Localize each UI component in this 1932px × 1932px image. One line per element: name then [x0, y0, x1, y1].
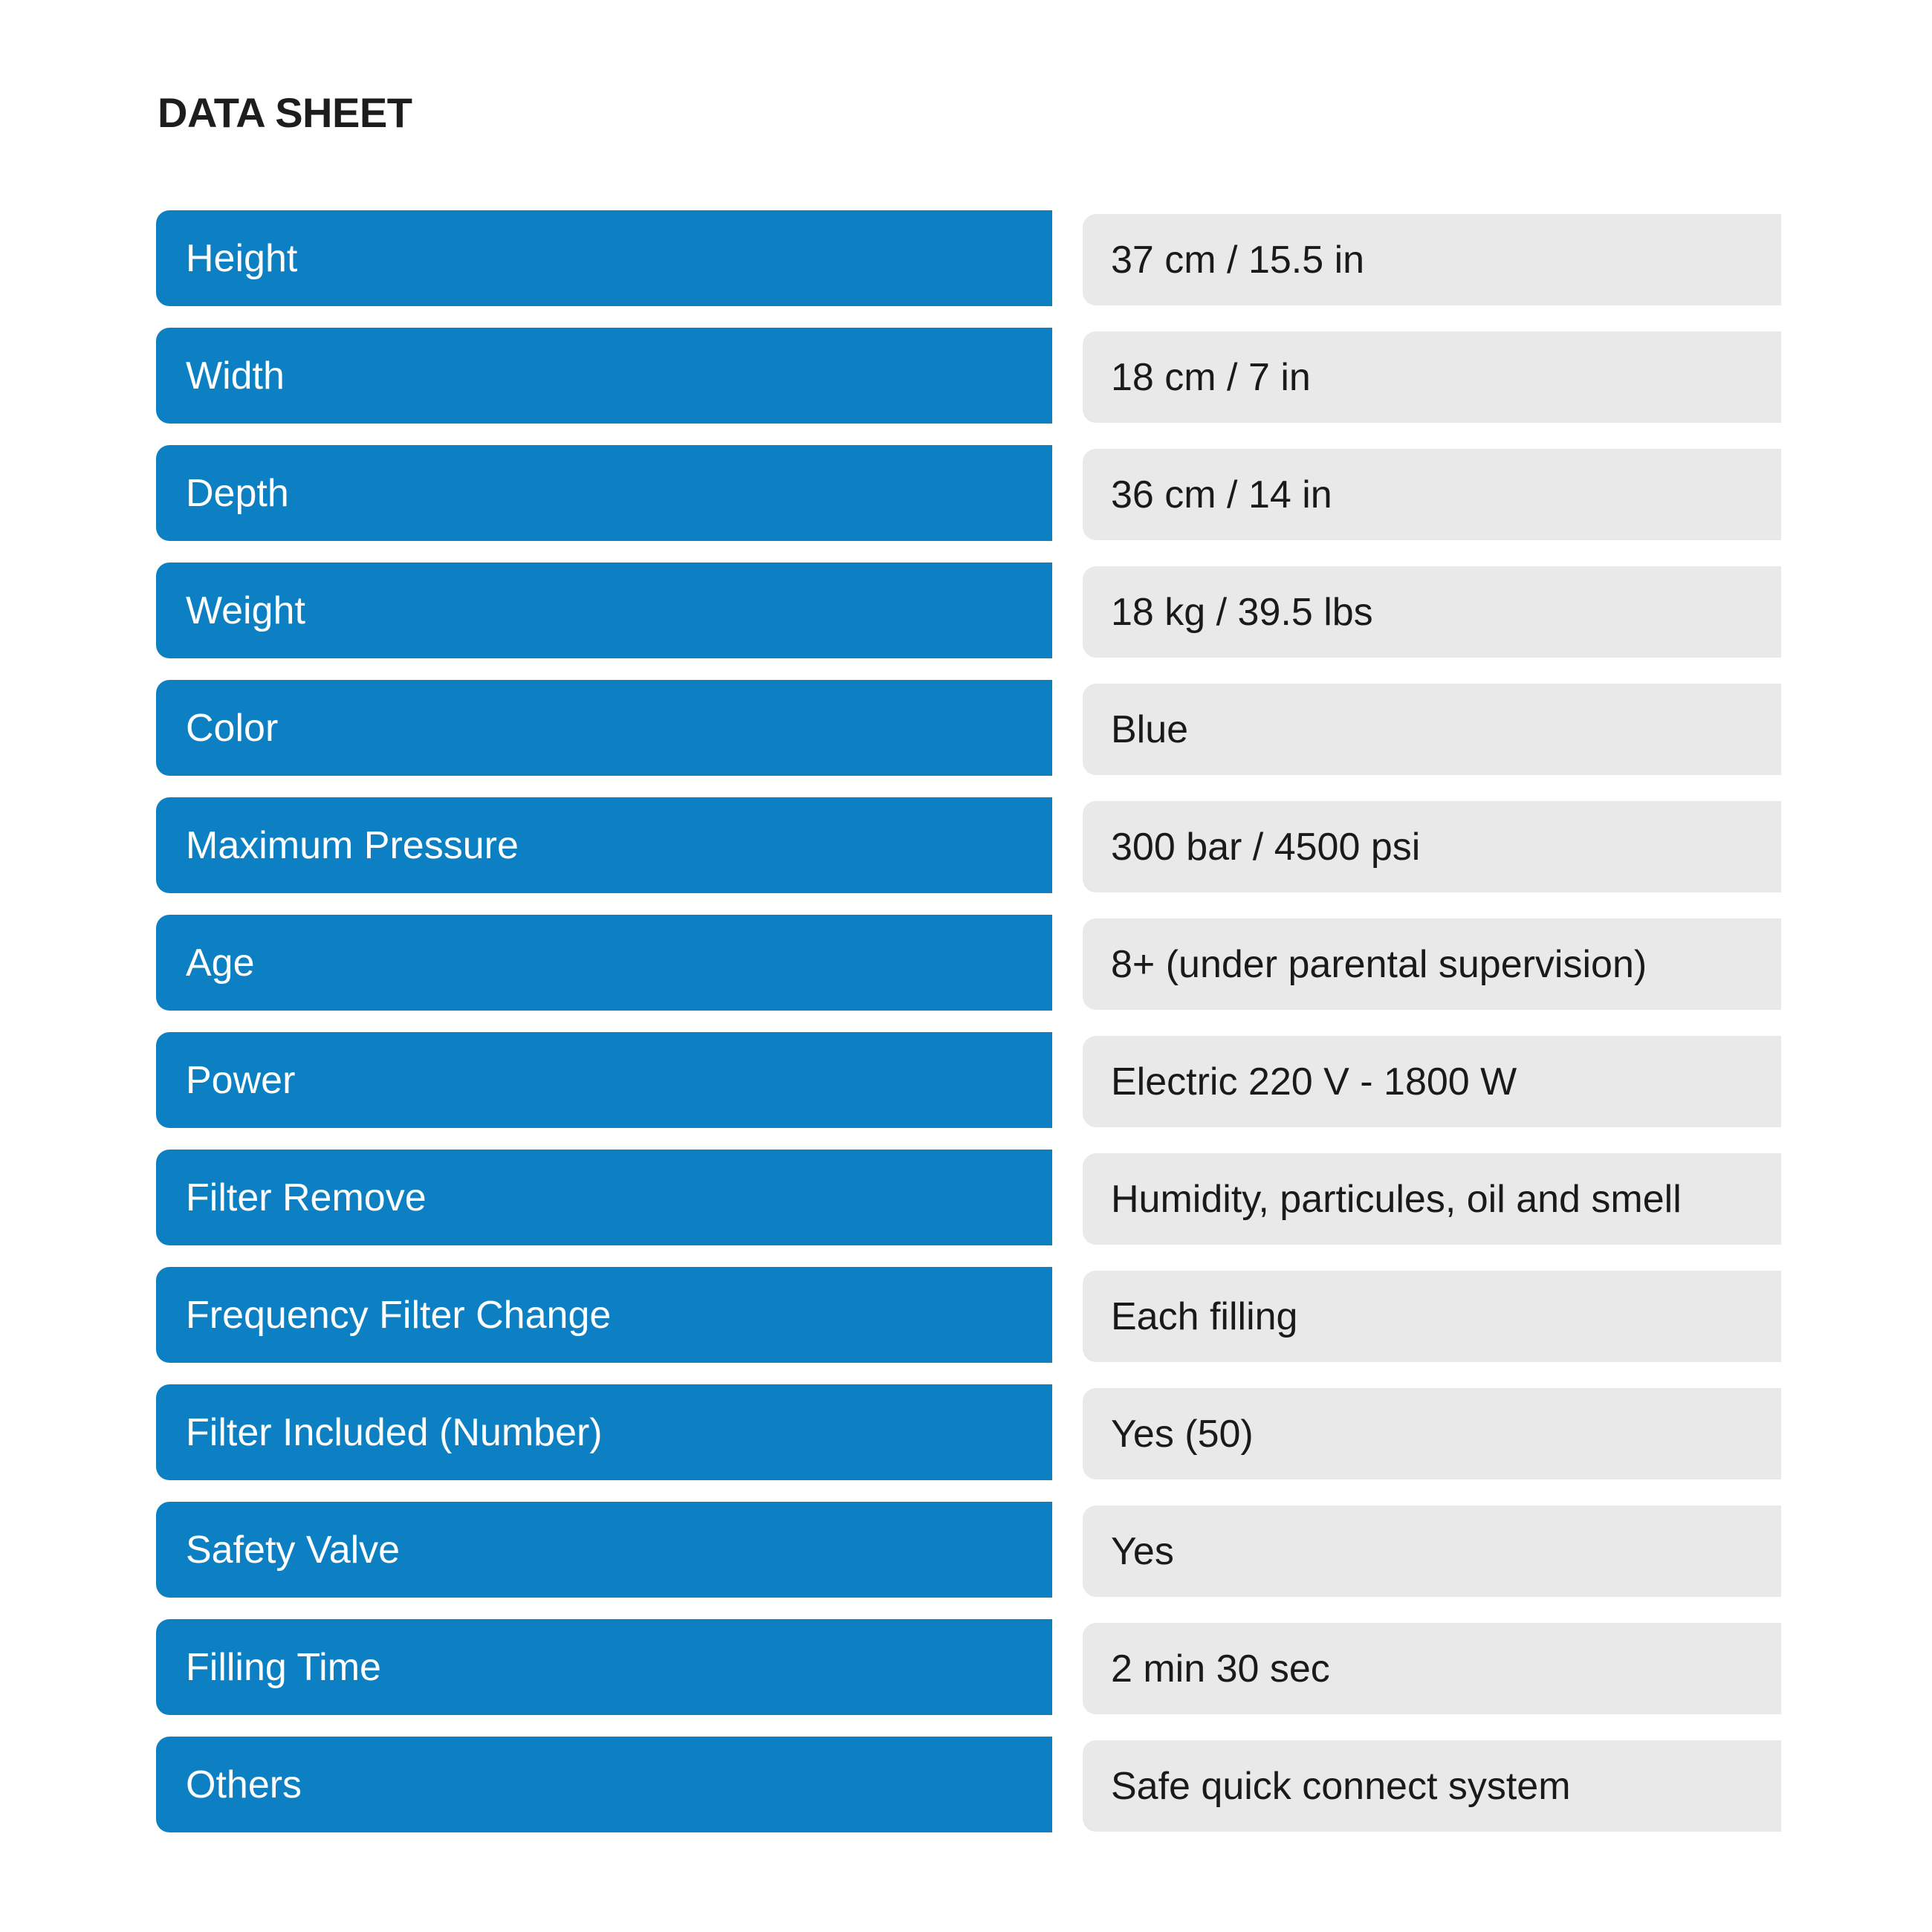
spec-label: Filter Included (Number)	[156, 1384, 1052, 1480]
spec-value: Blue	[1083, 684, 1781, 775]
table-row: Weight 18 kg / 39.5 lbs	[156, 563, 1781, 658]
spec-label: Color	[156, 680, 1052, 776]
spec-label: Filter Remove	[156, 1150, 1052, 1245]
spec-value: 18 cm / 7 in	[1083, 331, 1781, 423]
table-row: Age 8+ (under parental supervision)	[156, 915, 1781, 1011]
table-row: Depth 36 cm / 14 in	[156, 445, 1781, 541]
spec-label: Weight	[156, 563, 1052, 658]
table-row: Filling Time 2 min 30 sec	[156, 1619, 1781, 1715]
spec-value: Each filling	[1083, 1271, 1781, 1362]
spec-value: Yes	[1083, 1505, 1781, 1597]
table-row: Maximum Pressure 300 bar / 4500 psi	[156, 797, 1781, 893]
spec-label: Depth	[156, 445, 1052, 541]
spec-value: 2 min 30 sec	[1083, 1623, 1781, 1714]
spec-label: Others	[156, 1737, 1052, 1832]
table-row: Filter Remove Humidity, particules, oil …	[156, 1150, 1781, 1245]
spec-value: 37 cm / 15.5 in	[1083, 214, 1781, 305]
spec-label: Age	[156, 915, 1052, 1011]
spec-value: 300 bar / 4500 psi	[1083, 801, 1781, 892]
spec-label: Filling Time	[156, 1619, 1052, 1715]
spec-value: 18 kg / 39.5 lbs	[1083, 566, 1781, 658]
spec-label: Width	[156, 328, 1052, 424]
spec-label: Power	[156, 1032, 1052, 1128]
table-row: Height 37 cm / 15.5 in	[156, 210, 1781, 306]
spec-value: 8+ (under parental supervision)	[1083, 918, 1781, 1010]
spec-value: Electric 220 V - 1800 W	[1083, 1036, 1781, 1127]
table-row: Safety Valve Yes	[156, 1502, 1781, 1598]
page-title: DATA SHEET	[158, 89, 412, 136]
spec-label: Frequency Filter Change	[156, 1267, 1052, 1363]
spec-table: Height 37 cm / 15.5 in Width 18 cm / 7 i…	[156, 210, 1781, 1832]
spec-label: Safety Valve	[156, 1502, 1052, 1598]
table-row: Color Blue	[156, 680, 1781, 776]
spec-value: Safe quick connect system	[1083, 1740, 1781, 1832]
table-row: Frequency Filter Change Each filling	[156, 1267, 1781, 1363]
spec-value: Humidity, particules, oil and smell	[1083, 1153, 1781, 1245]
table-row: Power Electric 220 V - 1800 W	[156, 1032, 1781, 1128]
spec-label: Height	[156, 210, 1052, 306]
table-row: Width 18 cm / 7 in	[156, 328, 1781, 424]
table-row: Others Safe quick connect system	[156, 1737, 1781, 1832]
spec-value: Yes (50)	[1083, 1388, 1781, 1479]
spec-value: 36 cm / 14 in	[1083, 449, 1781, 540]
table-row: Filter Included (Number) Yes (50)	[156, 1384, 1781, 1480]
spec-label: Maximum Pressure	[156, 797, 1052, 893]
